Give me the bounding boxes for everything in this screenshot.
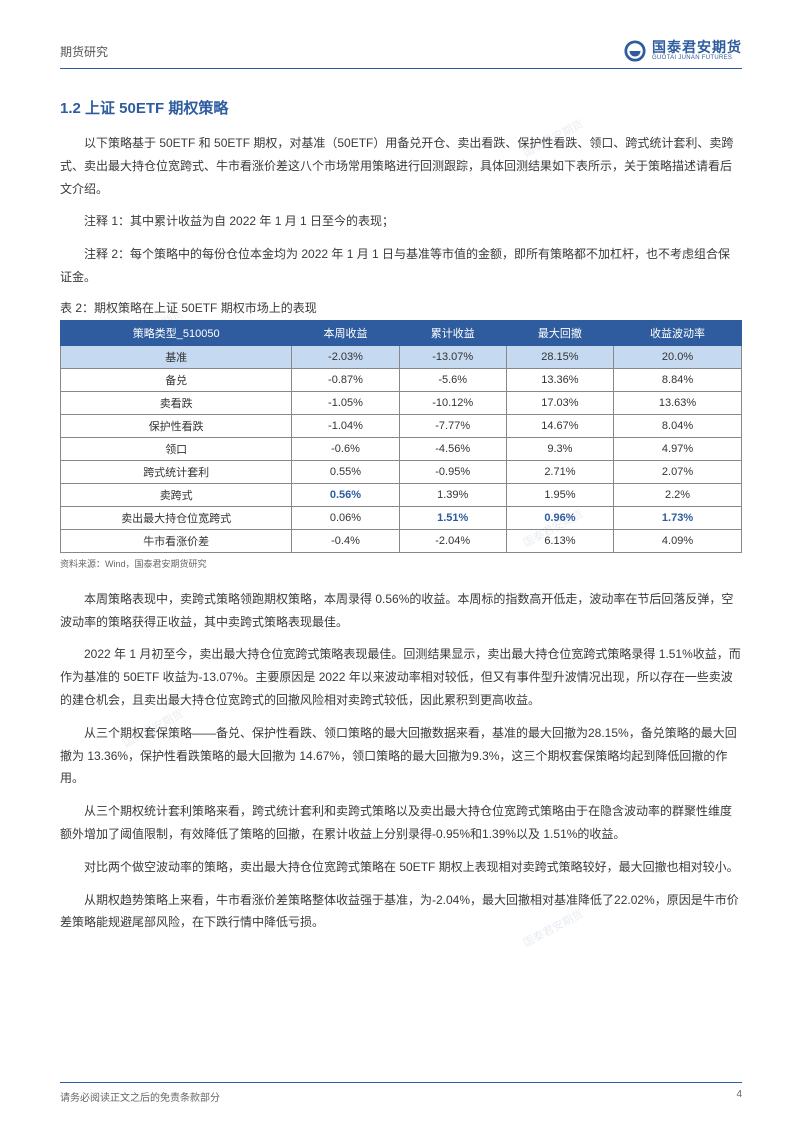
table-cell: -1.05% (292, 391, 399, 414)
table-cell: 1.39% (399, 483, 506, 506)
table-row: 牛市看涨价差-0.4%-2.04%6.13%4.09% (61, 529, 742, 552)
table-cell: 保护性看跌 (61, 414, 292, 437)
company-logo: 国泰君安期货 GUOTAI JUNAN FUTURES (624, 40, 742, 62)
header-left-text: 期货研究 (60, 43, 108, 60)
table-cell: -2.04% (399, 529, 506, 552)
logo-en-text: GUOTAI JUNAN FUTURES (652, 55, 742, 62)
logo-icon (624, 40, 646, 62)
table-header-cell: 本周收益 (292, 320, 399, 345)
body-paragraph: 从三个期权统计套利策略来看，跨式统计套利和卖跨式策略以及卖出最大持仓位宽跨式策略… (60, 800, 742, 846)
logo-cn-text: 国泰君安期货 (652, 40, 742, 55)
table-cell: 0.55% (292, 460, 399, 483)
table-cell: -0.4% (292, 529, 399, 552)
table-cell: 9.3% (506, 437, 613, 460)
table-cell: 牛市看涨价差 (61, 529, 292, 552)
table-cell: 卖看跌 (61, 391, 292, 414)
table-row: 领口-0.6%-4.56%9.3%4.97% (61, 437, 742, 460)
table-cell: 2.71% (506, 460, 613, 483)
table-cell: 13.36% (506, 368, 613, 391)
table-cell: 领口 (61, 437, 292, 460)
table-row: 卖跨式0.56%1.39%1.95%2.2% (61, 483, 742, 506)
body-paragraph: 对比两个做空波动率的策略，卖出最大持仓位宽跨式策略在 50ETF 期权上表现相对… (60, 856, 742, 879)
table-row: 保护性看跌-1.04%-7.77%14.67%8.04% (61, 414, 742, 437)
table-header-cell: 最大回撤 (506, 320, 613, 345)
table-cell: 1.73% (614, 506, 742, 529)
table-source: 资料来源：Wind，国泰君安期货研究 (60, 557, 742, 570)
table-header-cell: 累计收益 (399, 320, 506, 345)
table-cell: 8.04% (614, 414, 742, 437)
table-cell: -5.6% (399, 368, 506, 391)
table-cell: 2.2% (614, 483, 742, 506)
table-cell: 卖出最大持仓位宽跨式 (61, 506, 292, 529)
section-title: 1.2 上证 50ETF 期权策略 (60, 97, 742, 118)
table-cell: 28.15% (506, 345, 613, 368)
table-cell: -0.6% (292, 437, 399, 460)
table-header-cell: 收益波动率 (614, 320, 742, 345)
table-cell: 14.67% (506, 414, 613, 437)
page-footer: 请务必阅读正文之后的免责条款部分 4 (60, 1082, 742, 1104)
table-cell: 2.07% (614, 460, 742, 483)
table-cell: 6.13% (506, 529, 613, 552)
body-paragraph: 从三个期权套保策略——备兑、保护性看跌、领口策略的最大回撤数据来看，基准的最大回… (60, 722, 742, 790)
table-cell: -13.07% (399, 345, 506, 368)
table-title: 表 2：期权策略在上证 50ETF 期权市场上的表现 (60, 299, 742, 316)
table-cell: -0.87% (292, 368, 399, 391)
table-cell: 20.0% (614, 345, 742, 368)
table-cell: -0.95% (399, 460, 506, 483)
page-number: 4 (736, 1089, 742, 1104)
table-cell: 基准 (61, 345, 292, 368)
table-header-row: 策略类型_510050 本周收益 累计收益 最大回撤 收益波动率 (61, 320, 742, 345)
table-row: 卖出最大持仓位宽跨式0.06%1.51%0.96%1.73% (61, 506, 742, 529)
table-cell: 卖跨式 (61, 483, 292, 506)
footer-disclaimer: 请务必阅读正文之后的免责条款部分 (60, 1089, 220, 1104)
body-paragraph: 本周策略表现中，卖跨式策略领跑期权策略，本周录得 0.56%的收益。本周标的指数… (60, 588, 742, 634)
table-cell: 13.63% (614, 391, 742, 414)
table-cell: -7.77% (399, 414, 506, 437)
table-cell: 0.56% (292, 483, 399, 506)
strategy-table: 策略类型_510050 本周收益 累计收益 最大回撤 收益波动率 基准-2.03… (60, 320, 742, 553)
body-paragraph: 2022 年 1 月初至今，卖出最大持仓位宽跨式策略表现最佳。回测结果显示，卖出… (60, 643, 742, 711)
table-cell: 1.95% (506, 483, 613, 506)
table-header-cell: 策略类型_510050 (61, 320, 292, 345)
table-cell: 0.96% (506, 506, 613, 529)
body-paragraph: 从期权趋势策略上来看，牛市看涨价差策略整体收益强于基准，为-2.04%，最大回撤… (60, 889, 742, 935)
table-cell: 1.51% (399, 506, 506, 529)
table-row: 备兑-0.87%-5.6%13.36%8.84% (61, 368, 742, 391)
table-row: 卖看跌-1.05%-10.12%17.03%13.63% (61, 391, 742, 414)
table-cell: -2.03% (292, 345, 399, 368)
table-cell: -4.56% (399, 437, 506, 460)
table-cell: 8.84% (614, 368, 742, 391)
table-cell: -10.12% (399, 391, 506, 414)
intro-paragraph-1: 以下策略基于 50ETF 和 50ETF 期权，对基准（50ETF）用备兑开仓、… (60, 132, 742, 200)
table-row: 跨式统计套利0.55%-0.95%2.71%2.07% (61, 460, 742, 483)
note-2: 注释 2：每个策略中的每份仓位本金均为 2022 年 1 月 1 日与基准等市值… (60, 243, 742, 289)
table-cell: 4.09% (614, 529, 742, 552)
table-cell: 备兑 (61, 368, 292, 391)
table-cell: 17.03% (506, 391, 613, 414)
note-1: 注释 1：其中累计收益为自 2022 年 1 月 1 日至今的表现； (60, 210, 742, 233)
table-cell: -1.04% (292, 414, 399, 437)
table-row: 基准-2.03%-13.07%28.15%20.0% (61, 345, 742, 368)
table-cell: 0.06% (292, 506, 399, 529)
table-cell: 跨式统计套利 (61, 460, 292, 483)
page-header: 期货研究 国泰君安期货 GUOTAI JUNAN FUTURES (60, 40, 742, 69)
table-cell: 4.97% (614, 437, 742, 460)
